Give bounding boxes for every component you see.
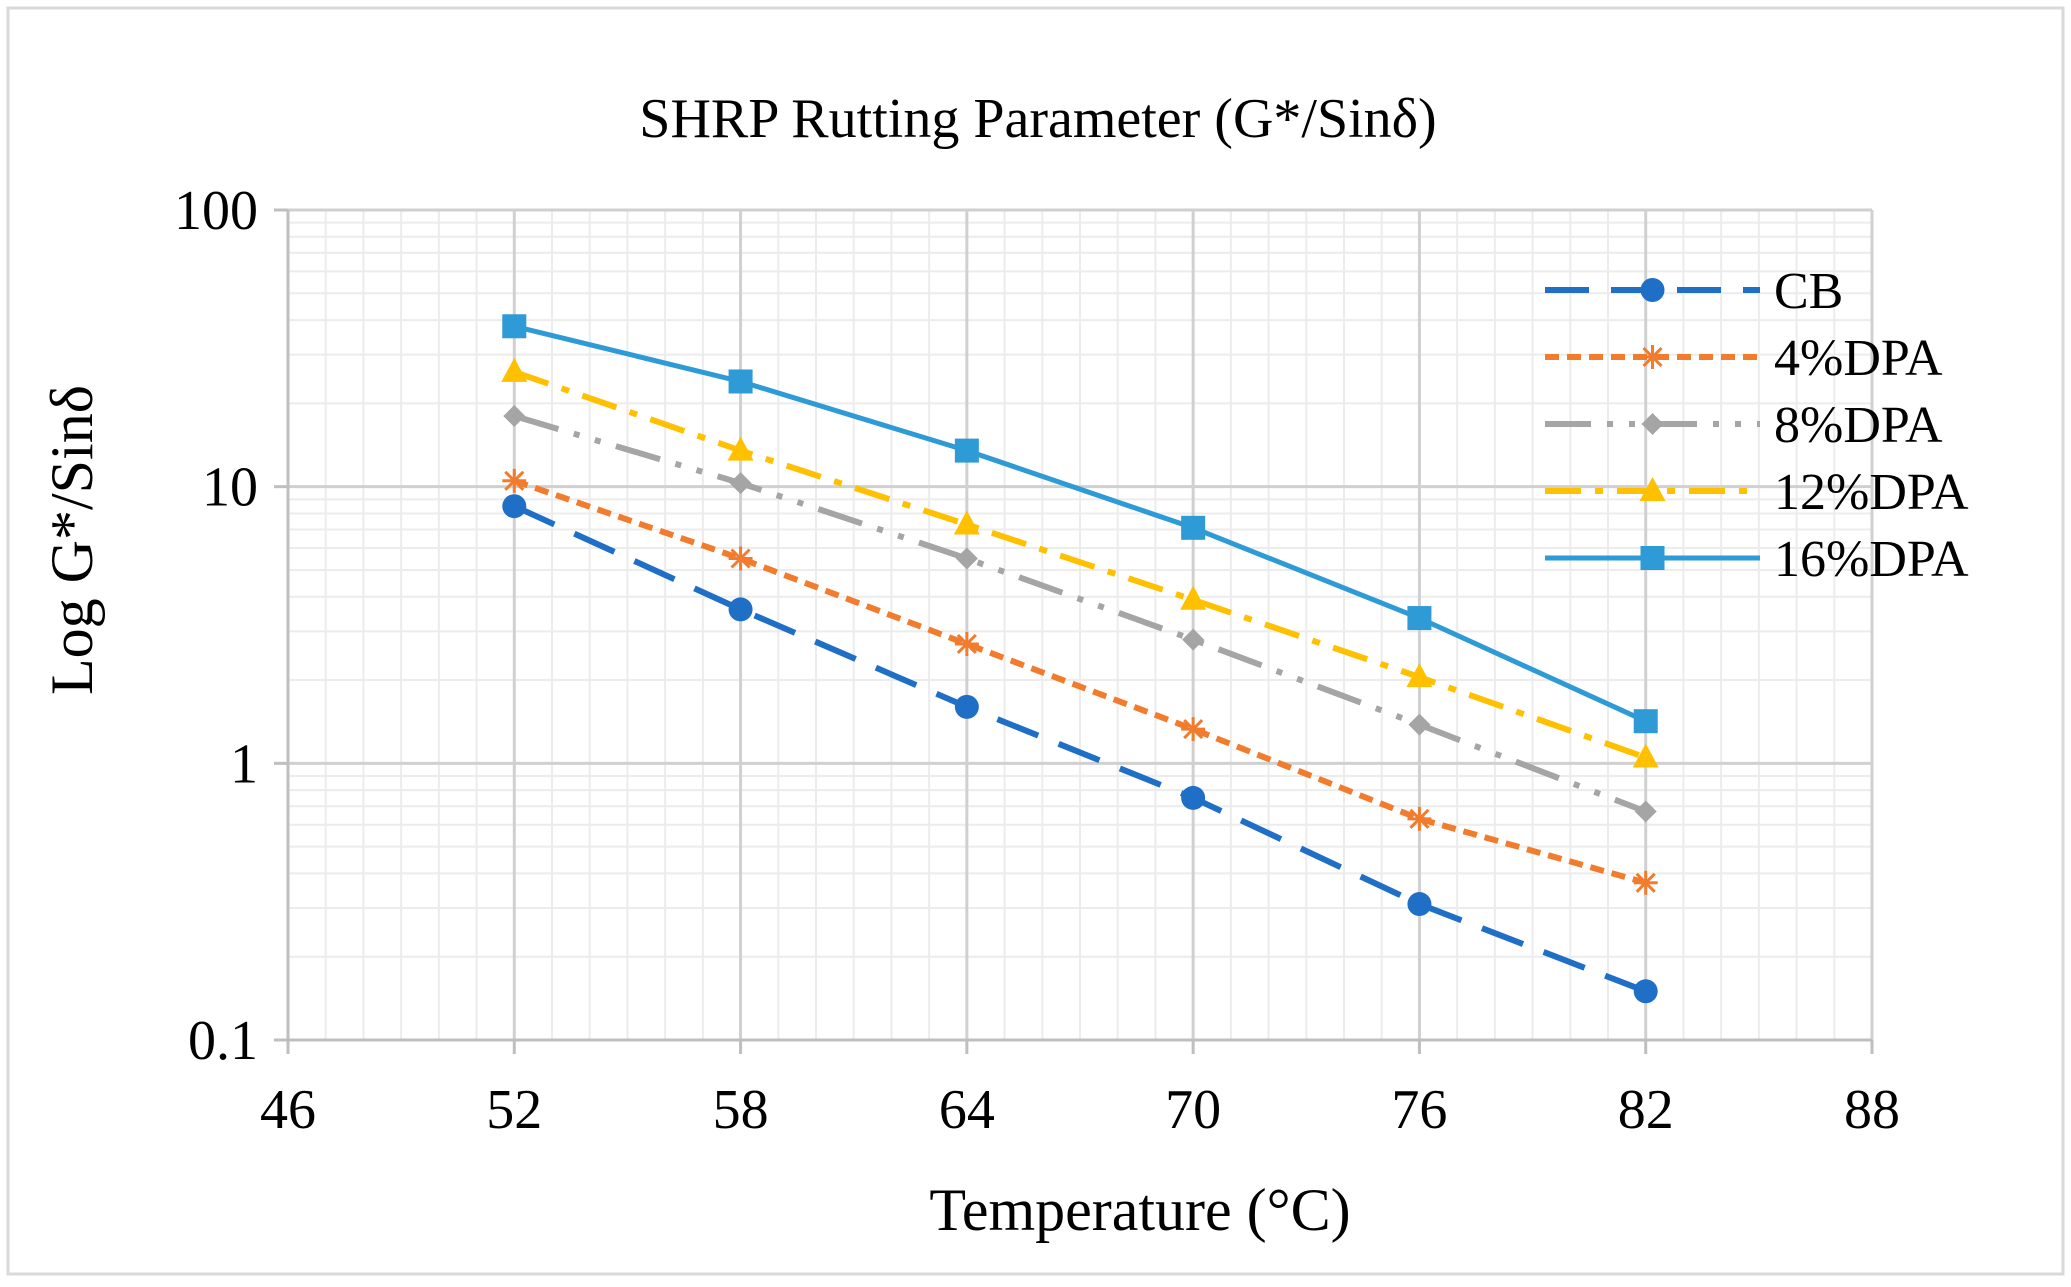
- legend-marker: [1640, 546, 1665, 570]
- legend-marker: [1640, 278, 1665, 302]
- legend-entry: 12%DPA: [1545, 464, 1969, 521]
- y-axis-label: Log G*/Sinδ: [39, 385, 105, 695]
- legend-marker: [1641, 413, 1664, 435]
- x-tick-label: 64: [939, 1079, 995, 1141]
- x-tick-label: 88: [1844, 1079, 1900, 1141]
- legend-marker: [1640, 345, 1665, 369]
- data-point: [954, 631, 979, 656]
- chart-frame: [6, 6, 2065, 1276]
- legend-marker: [1639, 477, 1666, 501]
- data-point: [729, 472, 752, 495]
- data-point: [1406, 663, 1433, 688]
- data-point: [955, 547, 978, 570]
- data-point: [1407, 606, 1432, 631]
- data-point: [728, 597, 753, 622]
- legend-entry: 8%DPA: [1545, 397, 1943, 454]
- x-tick-label: 46: [260, 1079, 316, 1141]
- legend-label: CB: [1774, 263, 1843, 320]
- legend-entry: 16%DPA: [1545, 531, 1969, 588]
- legend-label: 16%DPA: [1774, 531, 1969, 588]
- series-layer: [501, 314, 1659, 1004]
- x-axis-label: Temperature (°C): [929, 1177, 1350, 1243]
- data-point: [1632, 743, 1659, 768]
- x-tick-label: 52: [486, 1079, 542, 1141]
- legend: CB 4%DPA 8%DPA 12%DPA 16%DPA: [1545, 263, 1969, 588]
- data-point: [728, 546, 753, 571]
- legend-label: 12%DPA: [1774, 464, 1969, 521]
- series-line: [513, 323, 1647, 724]
- data-point: [727, 436, 754, 461]
- data-point: [502, 468, 527, 493]
- data-point: [1408, 713, 1431, 736]
- data-point: [1180, 585, 1207, 610]
- chart-title: SHRP Rutting Parameter (G*/Sinδ): [639, 88, 1436, 150]
- legend-label: 8%DPA: [1774, 397, 1943, 454]
- y-tick-label: 100: [174, 180, 258, 242]
- series-12pctdpa: [501, 357, 1659, 768]
- series-line: [513, 369, 1647, 761]
- data-point: [1633, 870, 1658, 895]
- series-16pctdpa: [502, 314, 1658, 734]
- data-point: [954, 694, 979, 719]
- axes-layer: 46 52 58 64 70 76 82 88 0.1 1 10 100: [174, 180, 1900, 1141]
- legend-entry: CB: [1545, 263, 1843, 320]
- data-point: [1633, 979, 1658, 1004]
- data-point: [501, 357, 528, 382]
- series-cb: [502, 494, 1658, 1004]
- legend-label: 4%DPA: [1774, 330, 1943, 387]
- data-point: [1633, 709, 1658, 734]
- y-tick-label: 0.1: [188, 1010, 258, 1072]
- x-tick-label: 76: [1391, 1079, 1447, 1141]
- data-point: [1407, 806, 1432, 831]
- data-point: [953, 510, 980, 535]
- grid-layer: [286, 208, 1874, 1042]
- series-4pctdpa: [502, 468, 1658, 895]
- y-tick-label: 10: [202, 457, 258, 519]
- data-point: [1634, 800, 1657, 823]
- data-point: [1182, 628, 1205, 651]
- series-8pctdpa: [503, 405, 1657, 823]
- data-point: [728, 369, 753, 394]
- data-point: [954, 438, 979, 463]
- y-tick-label: 1: [230, 733, 258, 795]
- data-point: [1181, 785, 1206, 810]
- data-point: [503, 405, 526, 428]
- data-point: [1181, 515, 1206, 540]
- series-line: [513, 503, 1647, 995]
- series-line: [513, 413, 1647, 815]
- data-point: [1407, 892, 1432, 917]
- x-tick-label: 82: [1618, 1079, 1674, 1141]
- x-tick-label: 58: [713, 1079, 769, 1141]
- data-point: [502, 494, 527, 519]
- x-tick-label: 70: [1165, 1079, 1221, 1141]
- legend-entry: 4%DPA: [1545, 330, 1943, 387]
- data-point: [1181, 717, 1206, 742]
- data-point: [502, 314, 527, 339]
- series-line: [513, 477, 1647, 886]
